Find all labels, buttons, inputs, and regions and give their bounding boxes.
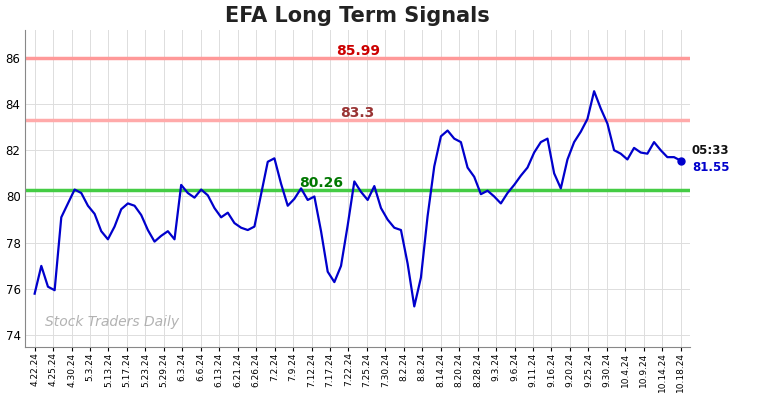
Text: 80.26: 80.26 bbox=[299, 176, 343, 191]
Text: 83.3: 83.3 bbox=[340, 106, 375, 120]
Text: 81.55: 81.55 bbox=[691, 161, 729, 174]
Text: Stock Traders Daily: Stock Traders Daily bbox=[45, 314, 179, 328]
Title: EFA Long Term Signals: EFA Long Term Signals bbox=[225, 6, 490, 25]
Text: 85.99: 85.99 bbox=[336, 44, 379, 58]
Text: 05:33: 05:33 bbox=[691, 144, 729, 157]
